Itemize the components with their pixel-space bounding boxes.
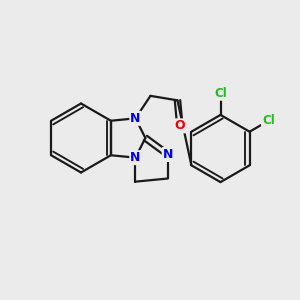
Text: N: N: [130, 151, 141, 164]
Text: Cl: Cl: [262, 114, 275, 128]
Text: N: N: [130, 112, 141, 125]
Text: Cl: Cl: [214, 87, 227, 100]
Text: O: O: [175, 119, 185, 132]
Text: N: N: [163, 148, 173, 161]
